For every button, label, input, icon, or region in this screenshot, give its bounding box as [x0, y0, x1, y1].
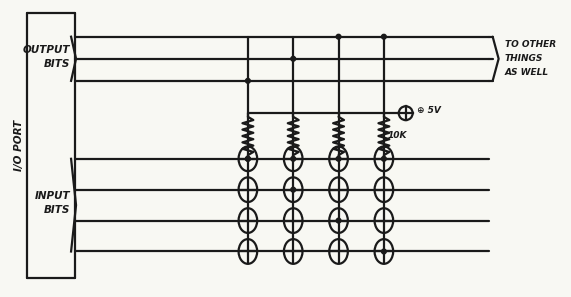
Circle shape	[381, 157, 386, 161]
Circle shape	[336, 34, 341, 39]
Text: BITS: BITS	[44, 205, 70, 215]
Circle shape	[291, 187, 296, 192]
Circle shape	[336, 218, 341, 223]
Circle shape	[381, 249, 386, 254]
Circle shape	[291, 157, 296, 161]
Circle shape	[246, 78, 250, 83]
Text: 10K: 10K	[388, 132, 407, 140]
Text: OUTPUT: OUTPUT	[23, 45, 70, 55]
Text: THINGS: THINGS	[505, 54, 543, 63]
Circle shape	[246, 157, 250, 161]
Circle shape	[291, 56, 296, 61]
Circle shape	[381, 34, 386, 39]
Text: TO OTHER: TO OTHER	[505, 40, 556, 49]
Circle shape	[336, 157, 341, 161]
Circle shape	[246, 157, 250, 161]
Text: I/O PORT: I/O PORT	[14, 120, 24, 171]
Text: AS WELL: AS WELL	[505, 68, 549, 77]
Text: INPUT: INPUT	[34, 191, 70, 201]
Text: BITS: BITS	[44, 59, 70, 69]
Text: ⊕ 5V: ⊕ 5V	[417, 106, 440, 115]
